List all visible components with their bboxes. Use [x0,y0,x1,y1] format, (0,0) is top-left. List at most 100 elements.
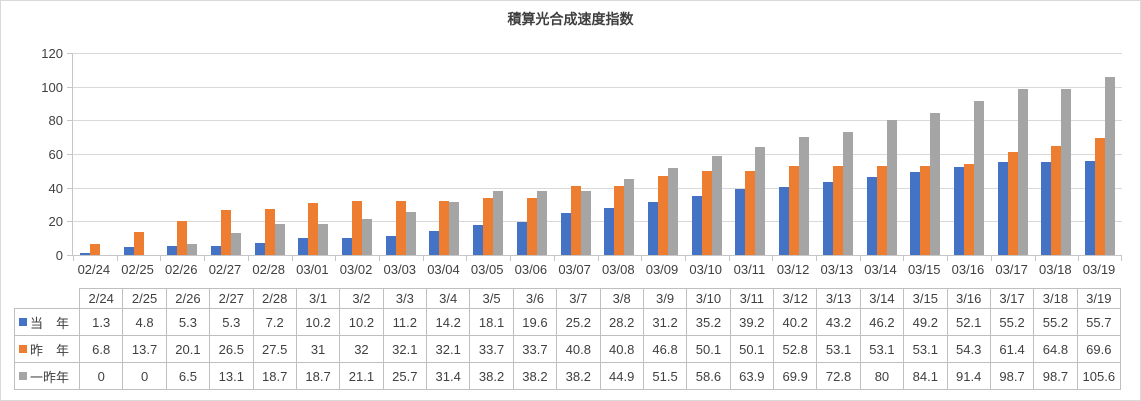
bar-current-year-7[interactable] [385,236,396,255]
bar-last-year-2[interactable] [177,221,188,255]
table-cell: 31.4 [425,362,471,390]
bar-last-year-0[interactable] [89,244,100,255]
bar-two-years-ago-10[interactable] [536,191,547,255]
bar-current-year-0[interactable] [79,253,90,255]
x-axis-tick [1121,255,1122,261]
bar-two-years-ago-22[interactable] [1061,89,1072,255]
bar-last-year-19[interactable] [920,166,931,255]
table-header-cell: 3/7 [556,288,601,309]
bar-two-years-ago-19[interactable] [930,113,941,255]
bar-current-year-4[interactable] [254,243,265,255]
gridline [73,154,1122,155]
bar-last-year-21[interactable] [1007,152,1018,255]
table-cell: 32.1 [382,335,428,363]
table-header-cell: 2/28 [252,288,297,309]
bar-two-years-ago-18[interactable] [886,120,897,255]
bar-current-year-6[interactable] [342,238,353,255]
bar-last-year-3[interactable] [220,210,231,255]
table-header-cell: 2/26 [165,288,211,309]
bar-last-year-1[interactable] [133,232,144,255]
bar-current-year-15[interactable] [735,189,746,255]
bar-last-year-9[interactable] [483,198,494,255]
bar-current-year-23[interactable] [1085,161,1096,255]
bar-current-year-14[interactable] [691,196,702,255]
bar-two-years-ago-12[interactable] [624,179,635,255]
bar-last-year-5[interactable] [308,203,319,255]
bar-last-year-16[interactable] [789,166,800,255]
bar-last-year-17[interactable] [832,166,843,255]
bar-last-year-22[interactable] [1051,146,1062,255]
bar-last-year-7[interactable] [395,201,406,255]
bar-current-year-1[interactable] [123,247,134,255]
legend-key-last-year [19,345,27,353]
table-cell: 84.1 [903,362,948,390]
bar-current-year-21[interactable] [997,162,1008,255]
bar-last-year-11[interactable] [570,186,581,255]
bar-two-years-ago-4[interactable] [274,224,285,255]
bar-two-years-ago-6[interactable] [362,219,373,255]
bar-two-years-ago-14[interactable] [711,156,722,255]
x-axis-label: 03/16 [951,262,985,277]
x-axis-label: 03/12 [776,262,810,277]
bar-two-years-ago-17[interactable] [842,132,853,255]
bar-current-year-3[interactable] [210,246,221,255]
table-header-cell: 3/17 [989,288,1035,309]
bar-current-year-19[interactable] [910,172,921,255]
bar-last-year-23[interactable] [1095,138,1106,255]
bar-current-year-8[interactable] [429,231,440,255]
bar-last-year-15[interactable] [745,171,756,255]
bar-last-year-4[interactable] [264,209,275,255]
bar-two-years-ago-9[interactable] [493,191,504,255]
bar-current-year-10[interactable] [516,222,527,255]
table-cell: 53.1 [859,335,905,363]
bar-current-year-18[interactable] [866,177,877,255]
bar-last-year-18[interactable] [876,166,887,255]
bar-two-years-ago-3[interactable] [230,233,241,255]
bar-two-years-ago-16[interactable] [799,137,810,255]
table-cell: 64.8 [1033,335,1078,363]
bar-current-year-13[interactable] [647,202,658,255]
bar-current-year-2[interactable] [167,246,178,255]
x-axis-tick [816,255,817,261]
bar-last-year-13[interactable] [657,176,668,255]
table-header-cell: 3/14 [859,288,905,309]
bar-last-year-12[interactable] [614,186,625,255]
bar-current-year-20[interactable] [953,167,964,255]
bar-current-year-9[interactable] [473,225,484,255]
table-cell: 52.1 [946,308,991,336]
bar-group [772,53,816,255]
bar-current-year-16[interactable] [779,187,790,255]
bar-two-years-ago-13[interactable] [667,168,678,255]
bar-group [204,53,248,255]
bar-group [554,53,598,255]
bar-current-year-22[interactable] [1041,162,1052,255]
bar-current-year-12[interactable] [604,208,615,255]
bar-current-year-5[interactable] [298,238,309,255]
table-label-cell-two-years-ago: 一昨年 [14,362,80,390]
table-cell: 18.1 [469,308,514,336]
x-axis-tick [423,255,424,261]
bar-two-years-ago-15[interactable] [755,147,766,255]
bar-current-year-11[interactable] [560,213,571,255]
table-cell: 40.8 [556,335,601,363]
bar-last-year-6[interactable] [352,201,363,255]
bar-two-years-ago-20[interactable] [973,101,984,255]
bar-two-years-ago-5[interactable] [318,224,329,255]
bar-last-year-20[interactable] [963,164,974,255]
gridline [73,120,1122,121]
bar-two-years-ago-7[interactable] [405,212,416,255]
x-axis-label: 03/07 [558,262,591,277]
bar-last-year-8[interactable] [439,201,450,255]
bar-two-years-ago-8[interactable] [449,202,460,255]
bar-two-years-ago-2[interactable] [187,244,198,255]
bar-last-year-10[interactable] [526,198,537,255]
bar-two-years-ago-11[interactable] [580,191,591,255]
bar-two-years-ago-21[interactable] [1017,89,1028,255]
bar-last-year-14[interactable] [701,171,712,255]
table-cell: 18.7 [252,362,297,390]
bar-groups [73,53,1122,255]
bar-current-year-17[interactable] [822,182,833,255]
table-cell: 0 [122,362,167,390]
bar-group [947,53,991,255]
bar-two-years-ago-23[interactable] [1105,77,1116,255]
